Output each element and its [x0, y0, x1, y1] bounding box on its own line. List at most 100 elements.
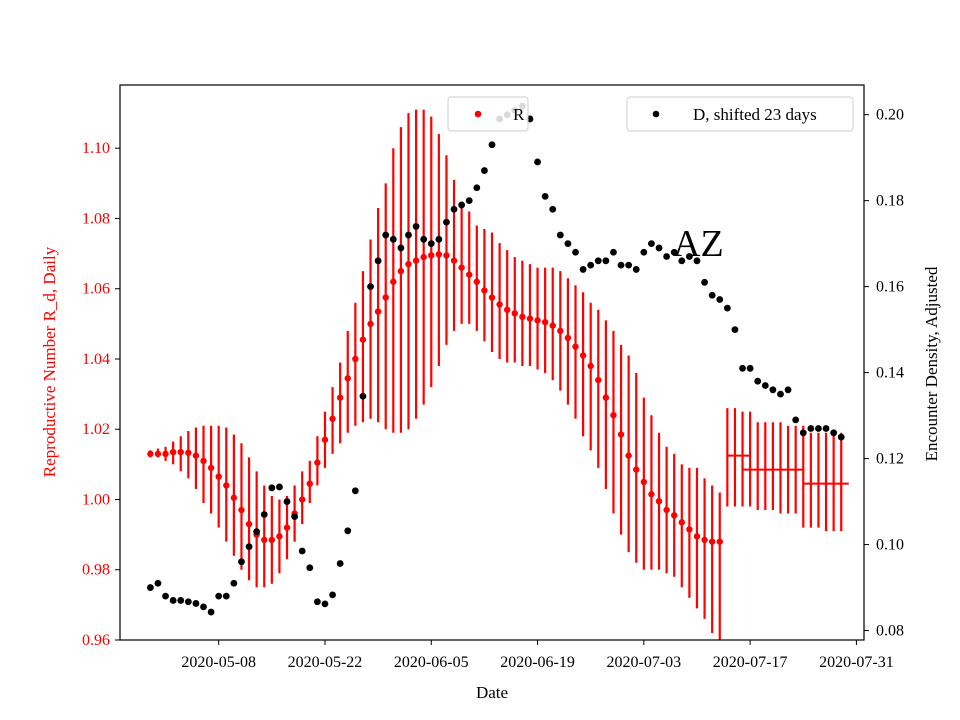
y-right-tick-label: 0.20 — [876, 107, 904, 124]
d-point — [420, 235, 428, 243]
r-point — [587, 362, 594, 370]
r-point — [359, 336, 367, 343]
d-point — [716, 296, 724, 303]
r-point — [299, 496, 306, 503]
r-point — [367, 320, 374, 328]
d-point — [799, 429, 807, 437]
d-point — [351, 487, 359, 495]
r-point — [458, 264, 465, 271]
r-point — [192, 452, 200, 459]
r-point — [329, 415, 336, 422]
r-point — [261, 536, 268, 544]
d-point — [169, 597, 177, 604]
r-point — [708, 538, 716, 545]
d-point — [670, 248, 678, 256]
r-point — [169, 448, 177, 456]
r-point — [450, 257, 458, 264]
d-point — [549, 205, 557, 213]
r-point — [557, 327, 564, 335]
r-point — [564, 334, 572, 342]
r-segments — [727, 454, 849, 485]
d-point — [192, 600, 200, 607]
d-point — [389, 235, 397, 243]
d-point — [276, 483, 283, 491]
y-right-tick-label: 0.10 — [876, 537, 904, 554]
d-point — [610, 248, 617, 256]
r-point — [511, 310, 518, 317]
d-point — [556, 231, 564, 239]
r-point — [625, 452, 632, 459]
r-point — [466, 271, 473, 278]
r-point — [306, 480, 313, 487]
r-errorbars — [149, 109, 843, 640]
r-point — [230, 494, 238, 501]
r-point — [678, 519, 685, 526]
x-tick-label: 2020-07-31 — [819, 654, 894, 671]
d-point — [313, 598, 321, 606]
r-point — [268, 536, 276, 544]
d-point — [807, 425, 815, 432]
d-point — [708, 291, 716, 299]
d-point — [701, 278, 708, 286]
r-point — [488, 294, 496, 301]
d-point — [754, 377, 762, 385]
x-tick-label: 2020-05-22 — [288, 654, 363, 671]
r-point — [701, 536, 708, 544]
d-point — [625, 261, 633, 269]
d-point — [146, 584, 154, 591]
d-point — [154, 579, 162, 587]
d-point — [822, 425, 830, 432]
r-point — [640, 478, 648, 486]
y-left-tick-label: 0.96 — [82, 632, 110, 649]
r-point — [283, 524, 291, 531]
d-point — [579, 266, 587, 273]
legend-r-box — [447, 96, 529, 132]
r-point — [154, 450, 162, 458]
legend-d-marker — [652, 110, 660, 118]
d-point — [739, 364, 746, 372]
d-point — [397, 244, 405, 252]
r-point — [541, 318, 549, 326]
d-point — [412, 223, 420, 230]
y-axis-left-title: Reproductive Number R_d, Daily — [40, 246, 59, 477]
y-right-tick-label: 0.16 — [876, 279, 904, 296]
d-point — [215, 592, 223, 600]
y-left-tick-label: 1.06 — [82, 281, 110, 298]
r-point — [177, 448, 184, 456]
d-point — [594, 257, 602, 265]
d-point — [685, 253, 693, 260]
r-point — [648, 491, 655, 498]
d-point — [435, 235, 443, 243]
y-axis-right: 0.08 0.10 0.12 0.14 0.16 0.18 0.20 — [864, 107, 904, 640]
r-point — [390, 278, 397, 285]
x-tick-label: 2020-06-19 — [500, 654, 575, 671]
r-point — [534, 317, 541, 324]
d-point — [830, 429, 838, 437]
d-point — [200, 603, 207, 611]
x-tick-label: 2020-07-03 — [607, 654, 682, 671]
d-point — [632, 266, 640, 273]
d-point — [572, 248, 579, 256]
y-right-tick-label: 0.08 — [876, 623, 904, 640]
d-point — [784, 386, 792, 394]
r-point — [633, 466, 640, 473]
d-point — [359, 392, 367, 400]
r-point — [238, 506, 245, 514]
r-point — [344, 375, 351, 382]
r-point — [572, 343, 579, 350]
r-point — [352, 355, 359, 363]
y-left-tick-label: 1.08 — [82, 210, 110, 227]
d-point — [587, 261, 595, 269]
r-point — [276, 533, 283, 540]
y-left-tick-label: 1.00 — [82, 491, 110, 508]
legend-r-label: R — [513, 105, 525, 124]
d-point — [663, 253, 671, 260]
d-point — [488, 141, 496, 149]
d-point — [655, 244, 663, 252]
r-point — [602, 394, 610, 401]
r-point — [405, 260, 412, 268]
d-point — [177, 597, 185, 604]
d-point — [427, 240, 435, 248]
d-point — [336, 560, 344, 567]
d-point — [162, 592, 169, 600]
